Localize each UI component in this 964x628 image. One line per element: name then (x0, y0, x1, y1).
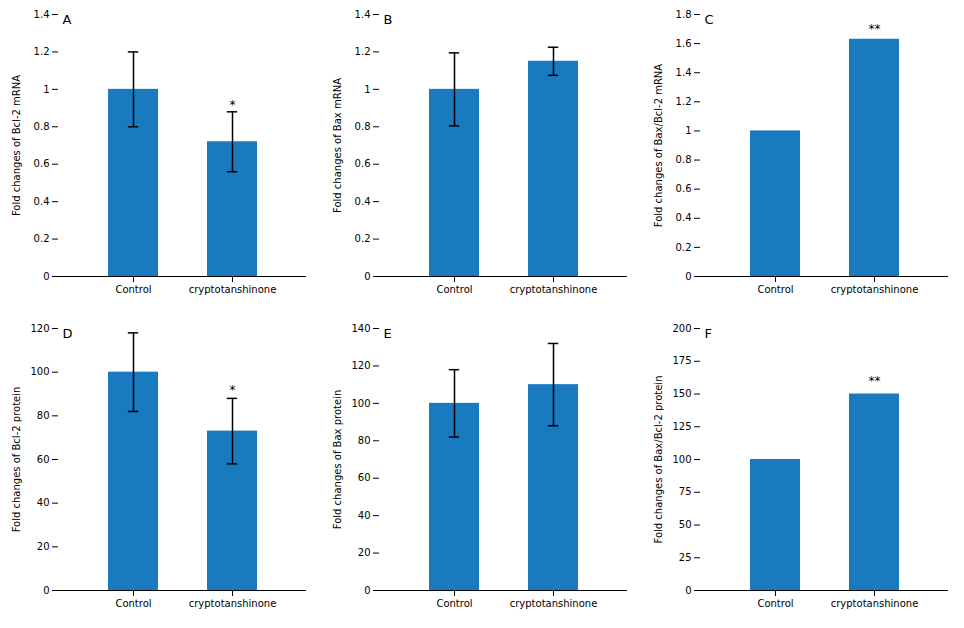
svg-text:75: 75 (679, 486, 692, 497)
svg-text:0.6: 0.6 (34, 158, 50, 169)
svg-text:120: 120 (351, 360, 370, 371)
svg-text:cryptotanshinone: cryptotanshinone (510, 598, 598, 609)
svg-text:0.2: 0.2 (355, 233, 371, 244)
svg-text:200: 200 (672, 323, 691, 334)
svg-text:Control: Control (115, 284, 151, 295)
svg-text:1.2: 1.2 (676, 96, 692, 107)
svg-text:1.2: 1.2 (34, 46, 50, 57)
svg-text:120: 120 (30, 323, 49, 334)
svg-text:1.8: 1.8 (676, 9, 692, 20)
svg-text:cryptotanshinone: cryptotanshinone (831, 598, 919, 609)
svg-text:60: 60 (358, 472, 371, 483)
svg-text:0.6: 0.6 (676, 183, 692, 194)
svg-text:50: 50 (679, 519, 692, 530)
svg-text:1.4: 1.4 (34, 9, 50, 20)
svg-text:Control: Control (436, 598, 472, 609)
svg-text:cryptotanshinone: cryptotanshinone (189, 598, 277, 609)
svg-text:E: E (384, 326, 392, 341)
svg-text:0.2: 0.2 (676, 242, 692, 253)
svg-text:cryptotanshinone: cryptotanshinone (189, 284, 277, 295)
svg-text:40: 40 (358, 510, 371, 521)
svg-text:125: 125 (672, 421, 691, 432)
svg-text:0.8: 0.8 (676, 154, 692, 165)
svg-text:0.2: 0.2 (34, 233, 50, 244)
svg-text:Fold changes of Bax/Bcl-2 prot: Fold changes of Bax/Bcl-2 protein (653, 376, 664, 544)
svg-text:0.4: 0.4 (676, 212, 692, 223)
svg-text:1: 1 (43, 84, 49, 95)
svg-text:80: 80 (37, 410, 50, 421)
svg-text:Fold changes of Bcl-2 mRNA: Fold changes of Bcl-2 mRNA (11, 75, 22, 216)
svg-text:1.6: 1.6 (676, 38, 692, 49)
svg-text:**: ** (869, 22, 881, 36)
svg-text:1: 1 (364, 84, 370, 95)
svg-text:1.2: 1.2 (355, 46, 371, 57)
svg-text:20: 20 (358, 547, 371, 558)
svg-text:0: 0 (43, 271, 49, 282)
svg-text:Fold changes of Bax/Bcl-2 mRNA: Fold changes of Bax/Bcl-2 mRNA (653, 64, 664, 228)
svg-text:B: B (384, 12, 393, 27)
svg-text:Control: Control (757, 598, 793, 609)
svg-text:0: 0 (364, 271, 370, 282)
svg-text:0.6: 0.6 (355, 158, 371, 169)
svg-text:40: 40 (37, 497, 50, 508)
svg-text:0.8: 0.8 (355, 121, 371, 132)
svg-text:175: 175 (672, 355, 691, 366)
svg-text:D: D (63, 326, 73, 341)
svg-text:cryptotanshinone: cryptotanshinone (510, 284, 598, 295)
svg-text:Fold changes of Bcl-2 protein: Fold changes of Bcl-2 protein (11, 387, 22, 533)
svg-text:1: 1 (685, 125, 691, 136)
svg-text:cryptotanshinone: cryptotanshinone (831, 284, 919, 295)
svg-text:0: 0 (43, 585, 49, 596)
svg-text:0.4: 0.4 (34, 196, 50, 207)
svg-text:60: 60 (37, 454, 50, 465)
svg-text:0: 0 (364, 585, 370, 596)
svg-text:*: * (230, 98, 236, 112)
svg-text:Fold changes of Bax mRNA: Fold changes of Bax mRNA (332, 78, 343, 213)
svg-text:Control: Control (436, 284, 472, 295)
svg-text:140: 140 (351, 323, 370, 334)
svg-text:F: F (705, 326, 712, 341)
svg-text:0.4: 0.4 (355, 196, 371, 207)
svg-text:C: C (705, 12, 714, 27)
svg-text:0: 0 (685, 271, 691, 282)
svg-text:100: 100 (672, 454, 691, 465)
svg-text:100: 100 (30, 366, 49, 377)
svg-text:25: 25 (679, 552, 692, 563)
svg-text:100: 100 (351, 398, 370, 409)
svg-text:20: 20 (37, 541, 50, 552)
svg-text:1.4: 1.4 (355, 9, 371, 20)
svg-text:*: * (230, 383, 236, 397)
svg-text:Control: Control (115, 598, 151, 609)
svg-text:80: 80 (358, 435, 371, 446)
svg-text:1.4: 1.4 (676, 67, 692, 78)
svg-text:150: 150 (672, 388, 691, 399)
svg-text:A: A (63, 12, 72, 27)
svg-text:**: ** (869, 374, 881, 388)
svg-text:Fold changes of Bax protein: Fold changes of Bax protein (332, 390, 343, 529)
svg-text:0: 0 (685, 585, 691, 596)
svg-text:0.8: 0.8 (34, 121, 50, 132)
svg-text:Control: Control (757, 284, 793, 295)
